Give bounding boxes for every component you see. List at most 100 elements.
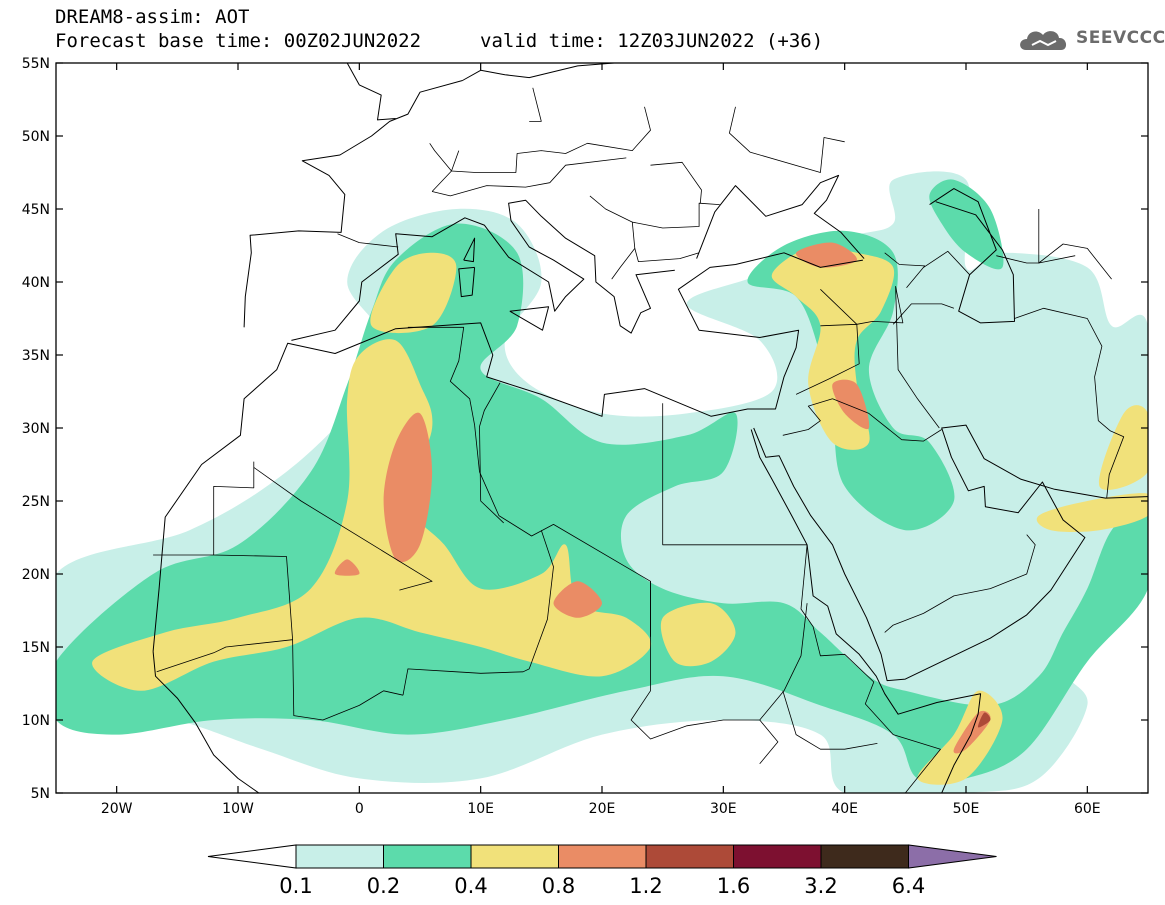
country-border bbox=[650, 161, 702, 204]
aot-region-0.8 bbox=[334, 559, 360, 576]
aot-field-layer bbox=[56, 171, 1148, 793]
axis-ticks: 20W 10W 0 10E 20E 30E 40E 50E 60E 55N 50N 45N 40N 35N… bbox=[22, 56, 1148, 817]
colorbar-level-label: 0.2 bbox=[367, 874, 400, 898]
country-border bbox=[884, 534, 1036, 633]
aot-region-0.8 bbox=[795, 242, 857, 268]
country-border bbox=[923, 250, 970, 275]
country-border bbox=[832, 398, 942, 442]
country-border bbox=[800, 544, 941, 793]
coastline bbox=[753, 424, 1148, 682]
aot-region-0.4 bbox=[771, 247, 895, 450]
coastline bbox=[463, 237, 476, 263]
lat-tick-label: 45N bbox=[22, 202, 50, 218]
lat-tick-label: 10N bbox=[22, 713, 50, 729]
lon-tick-label: 60E bbox=[1074, 801, 1101, 817]
country-border bbox=[795, 323, 860, 395]
country-border bbox=[429, 143, 452, 192]
colorbar: 0.1 0.2 0.4 0.8 1.2 1.6 3.2 6.4 bbox=[207, 844, 997, 898]
country-border bbox=[337, 233, 399, 248]
lon-tick-label: 30E bbox=[710, 801, 737, 817]
country-border bbox=[479, 382, 504, 524]
coastline bbox=[750, 429, 982, 793]
lat-tick-label: 40N bbox=[22, 275, 50, 291]
country-border bbox=[1014, 307, 1125, 499]
country-border bbox=[729, 106, 845, 173]
country-border bbox=[996, 243, 1112, 280]
country-border bbox=[407, 326, 475, 426]
country-border bbox=[892, 303, 955, 325]
country-border bbox=[529, 87, 542, 122]
colorbar-level-label: 1.2 bbox=[629, 874, 662, 898]
lat-tick-label: 25N bbox=[22, 494, 50, 510]
country-border bbox=[820, 286, 940, 429]
map-title: DREAM8-assim: AOT bbox=[55, 6, 250, 28]
coastline bbox=[243, 80, 463, 328]
country-border bbox=[630, 581, 779, 765]
valid-time-label: valid time: 12Z03JUN2022 (+36) bbox=[480, 30, 824, 52]
country-border bbox=[884, 252, 926, 289]
country-border bbox=[451, 106, 651, 173]
colorbar-segment bbox=[470, 844, 559, 869]
country-border bbox=[632, 202, 720, 229]
country-border bbox=[634, 248, 700, 262]
country-border bbox=[153, 461, 255, 556]
lon-tick-label: 20W bbox=[101, 801, 133, 817]
lon-tick-label: 40E bbox=[831, 801, 858, 817]
colorbar-upper-arrow bbox=[908, 844, 997, 869]
colorbar-level-label: 0.4 bbox=[454, 874, 487, 898]
coastline bbox=[929, 188, 1015, 324]
aot-region-0.8 bbox=[832, 379, 870, 430]
aot-region-1.2 bbox=[977, 712, 991, 728]
lat-tick-label: 50N bbox=[22, 129, 50, 145]
colorbar-level-label: 6.4 bbox=[892, 874, 925, 898]
lon-tick-label: 50E bbox=[953, 801, 980, 817]
aot-region-0.8 bbox=[553, 581, 602, 618]
lat-tick-label: 5N bbox=[31, 786, 50, 802]
colorbar-segment bbox=[645, 844, 734, 869]
aot-region-0.4 bbox=[370, 252, 457, 334]
colorbar-segment bbox=[733, 844, 822, 869]
lon-tick-label: 10W bbox=[222, 801, 254, 817]
coastline bbox=[152, 651, 260, 793]
logo-text: SEEVCCC bbox=[1076, 28, 1165, 48]
country-border bbox=[292, 639, 404, 721]
aot-region-0.2 bbox=[929, 179, 1004, 270]
country-border bbox=[253, 467, 433, 591]
country-border bbox=[589, 195, 636, 280]
aot-region-0.8 bbox=[383, 412, 433, 563]
lat-tick-label: 20N bbox=[22, 567, 50, 583]
aot-region-0.4 bbox=[92, 339, 652, 691]
colorbar-segment bbox=[558, 844, 647, 869]
colorbar-level-label: 1.6 bbox=[717, 874, 750, 898]
base-time-label: Forecast base time: 00Z02JUN2022 bbox=[55, 30, 422, 52]
country-border bbox=[782, 398, 833, 436]
colorbar-lower-arrow bbox=[207, 844, 297, 869]
country-border bbox=[662, 403, 808, 546]
country-border bbox=[782, 690, 878, 750]
colorbar-level-label: 3.2 bbox=[804, 874, 837, 898]
country-border bbox=[759, 603, 808, 721]
coastline bbox=[458, 266, 476, 298]
aot-region-0.2 bbox=[56, 223, 1148, 783]
lon-tick-label: 10E bbox=[467, 801, 494, 817]
country-border bbox=[156, 554, 293, 673]
coastline bbox=[462, 63, 615, 81]
aot-region-0.4 bbox=[660, 602, 736, 667]
aot-region-0.4 bbox=[1036, 493, 1148, 532]
coastline bbox=[346, 63, 396, 121]
colorbar-segment bbox=[383, 844, 472, 869]
coastline bbox=[152, 252, 863, 652]
seevccc-logo: SEEVCCC bbox=[1018, 24, 1165, 54]
lat-tick-label: 55N bbox=[22, 56, 50, 72]
country-border bbox=[1038, 209, 1076, 264]
country-border bbox=[402, 530, 554, 696]
coastline-layer bbox=[152, 63, 1148, 793]
lat-tick-label: 30N bbox=[22, 421, 50, 437]
coastline bbox=[509, 306, 550, 331]
lat-tick-label: 15N bbox=[22, 640, 50, 656]
country-border bbox=[432, 157, 627, 197]
lon-tick-label: 0 bbox=[355, 801, 364, 817]
lon-tick-label: 20E bbox=[589, 801, 616, 817]
lat-tick-label: 35N bbox=[22, 348, 50, 364]
